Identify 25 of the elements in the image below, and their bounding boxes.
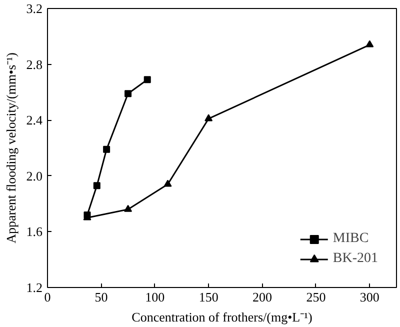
x-tick-label: 0: [44, 290, 51, 304]
x-tick-label: 200: [252, 290, 272, 304]
point: [366, 40, 374, 48]
x-axis-title: Concentration of frothers/(mg•L⁻¹): [132, 310, 312, 324]
x-tick-label: 150: [198, 290, 218, 304]
y-axis-title: Apparent flooding velocity/(mm•s⁻¹): [3, 52, 18, 244]
x-tick-label: 100: [145, 290, 165, 304]
x-tick-label: 300: [360, 290, 380, 304]
point: [124, 90, 132, 98]
y-tick-label: 1.6: [26, 224, 43, 240]
point: [93, 182, 100, 190]
y-tick-label: 3.2: [26, 1, 42, 16]
y-tick-label: 1.2: [26, 280, 42, 295]
legend-label: BK-201: [332, 251, 378, 267]
point: [144, 76, 151, 84]
point: [164, 180, 172, 187]
point: [124, 204, 132, 212]
point: [204, 114, 213, 122]
x-tick-label: 50: [94, 290, 108, 304]
x-tick-label: 250: [306, 290, 326, 304]
y-tick-label: 2.8: [26, 56, 42, 72]
legend-label: MIBC: [332, 231, 369, 247]
y-tick-label: 2.4: [26, 112, 43, 128]
point: [103, 146, 110, 153]
y-tick-label: 2.0: [26, 168, 42, 184]
